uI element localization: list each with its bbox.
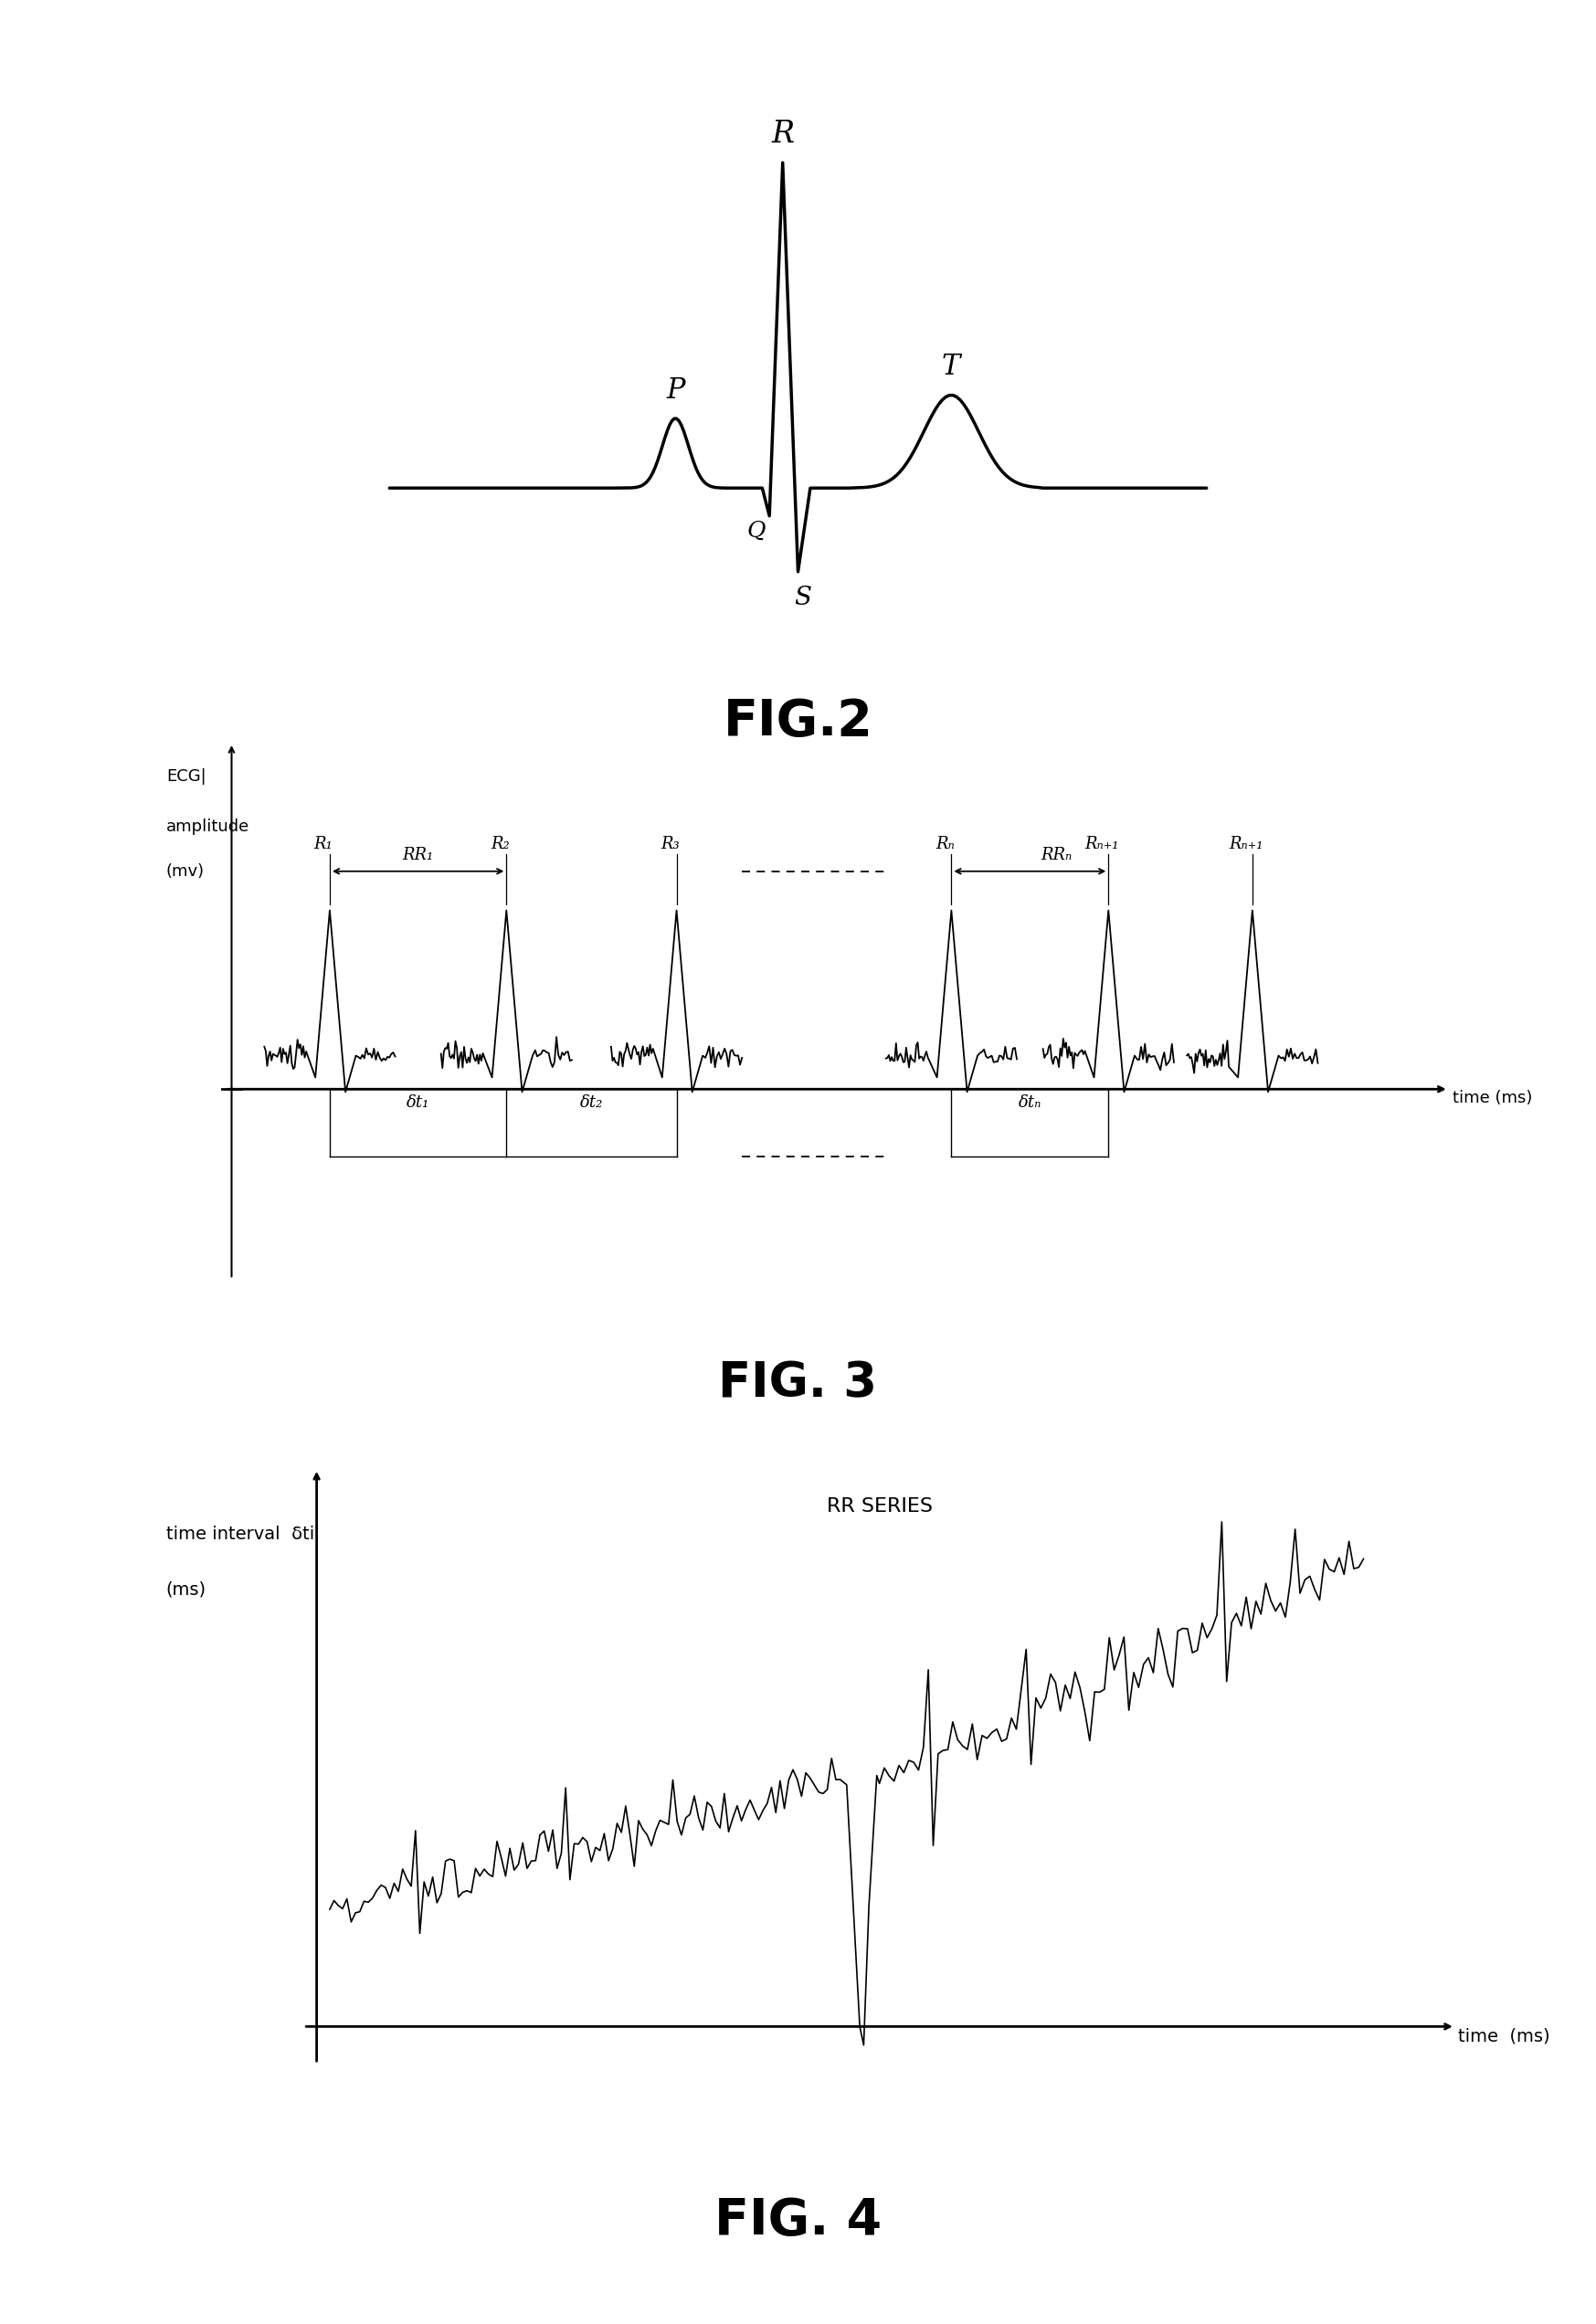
Text: R: R <box>771 119 795 149</box>
Text: RRₙ: RRₙ <box>1041 846 1073 865</box>
Text: FIG. 3: FIG. 3 <box>718 1360 878 1406</box>
Text: time  (ms): time (ms) <box>1457 2027 1550 2045</box>
Text: time (ms): time (ms) <box>1452 1090 1532 1106</box>
Text: S: S <box>795 586 812 611</box>
Text: Q: Q <box>747 521 766 541</box>
Text: Rₙ: Rₙ <box>935 837 954 853</box>
Text: (ms): (ms) <box>166 1580 206 1599</box>
Text: Rₙ₊₁: Rₙ₊₁ <box>1085 837 1119 853</box>
Text: ECG|: ECG| <box>166 769 206 786</box>
Text: P: P <box>666 376 685 404</box>
Text: FIG. 4: FIG. 4 <box>715 2196 881 2245</box>
Text: δt₁: δt₁ <box>407 1095 429 1111</box>
Text: RR₁: RR₁ <box>402 846 434 865</box>
Text: T: T <box>942 353 961 381</box>
Text: δt₂: δt₂ <box>579 1095 603 1111</box>
Text: FIG.2: FIG.2 <box>723 697 873 746</box>
Text: R₂: R₂ <box>490 837 509 853</box>
Text: time interval  δti: time interval δti <box>166 1525 314 1543</box>
Text: (mv): (mv) <box>166 862 204 878</box>
Text: δtₙ: δtₙ <box>1018 1095 1042 1111</box>
Text: RR SERIES: RR SERIES <box>827 1497 932 1515</box>
Text: R₁: R₁ <box>314 837 332 853</box>
Text: Rₙ₊₁: Rₙ₊₁ <box>1229 837 1262 853</box>
Text: R₃: R₃ <box>661 837 680 853</box>
Text: amplitude: amplitude <box>166 818 249 834</box>
